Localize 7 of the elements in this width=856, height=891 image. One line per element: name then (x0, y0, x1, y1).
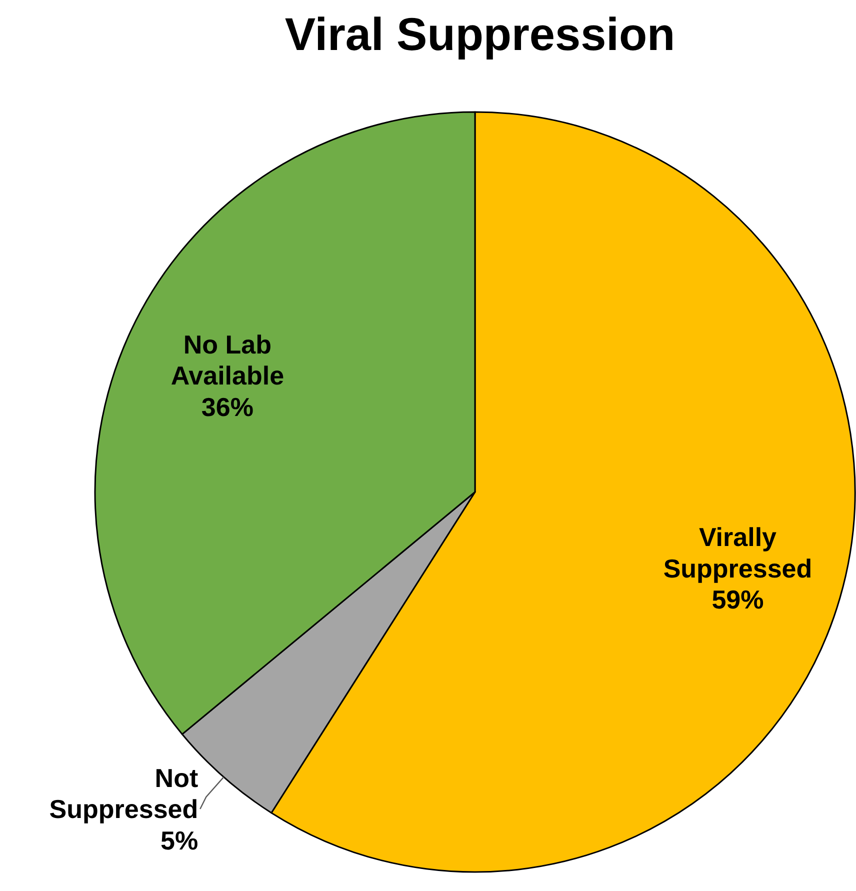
slice-label: No Lab Available (170, 329, 284, 391)
slice-label: Not Suppressed (49, 762, 198, 824)
data-label: 5% (160, 825, 198, 856)
data-label: 59% (712, 584, 764, 615)
slice-label: Virally Suppressed (663, 522, 812, 584)
data-label: 36% (201, 392, 254, 422)
chart-title: Viral Suppression (284, 8, 676, 60)
